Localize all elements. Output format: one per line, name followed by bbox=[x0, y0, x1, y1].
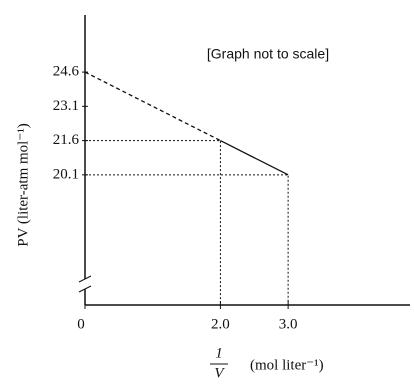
guide-line bbox=[85, 140, 221, 305]
x-label-unit: (mol liter⁻¹) bbox=[250, 357, 324, 373]
line-segment bbox=[84, 71, 221, 142]
x-tick-label: 0 bbox=[77, 316, 85, 332]
x-tick-label: 2.0 bbox=[211, 316, 230, 332]
x-label-numerator: 1 bbox=[215, 345, 223, 361]
y-tick-label: 20.1 bbox=[53, 166, 79, 182]
y-tick-label: 24.6 bbox=[53, 64, 80, 80]
guide-line bbox=[85, 174, 289, 305]
x-label-denominator: V bbox=[214, 365, 225, 381]
axis-break bbox=[78, 285, 92, 293]
y-axis-label: PV (liter-atm mol⁻¹) bbox=[15, 123, 31, 247]
line-segment bbox=[220, 140, 289, 176]
y-tick-label: 21.6 bbox=[53, 132, 80, 148]
axis-break bbox=[78, 275, 92, 283]
annotation: [Graph not to scale] bbox=[207, 46, 329, 62]
y-tick-label: 23.1 bbox=[53, 98, 79, 114]
x-tick-label: 3.0 bbox=[279, 316, 298, 332]
